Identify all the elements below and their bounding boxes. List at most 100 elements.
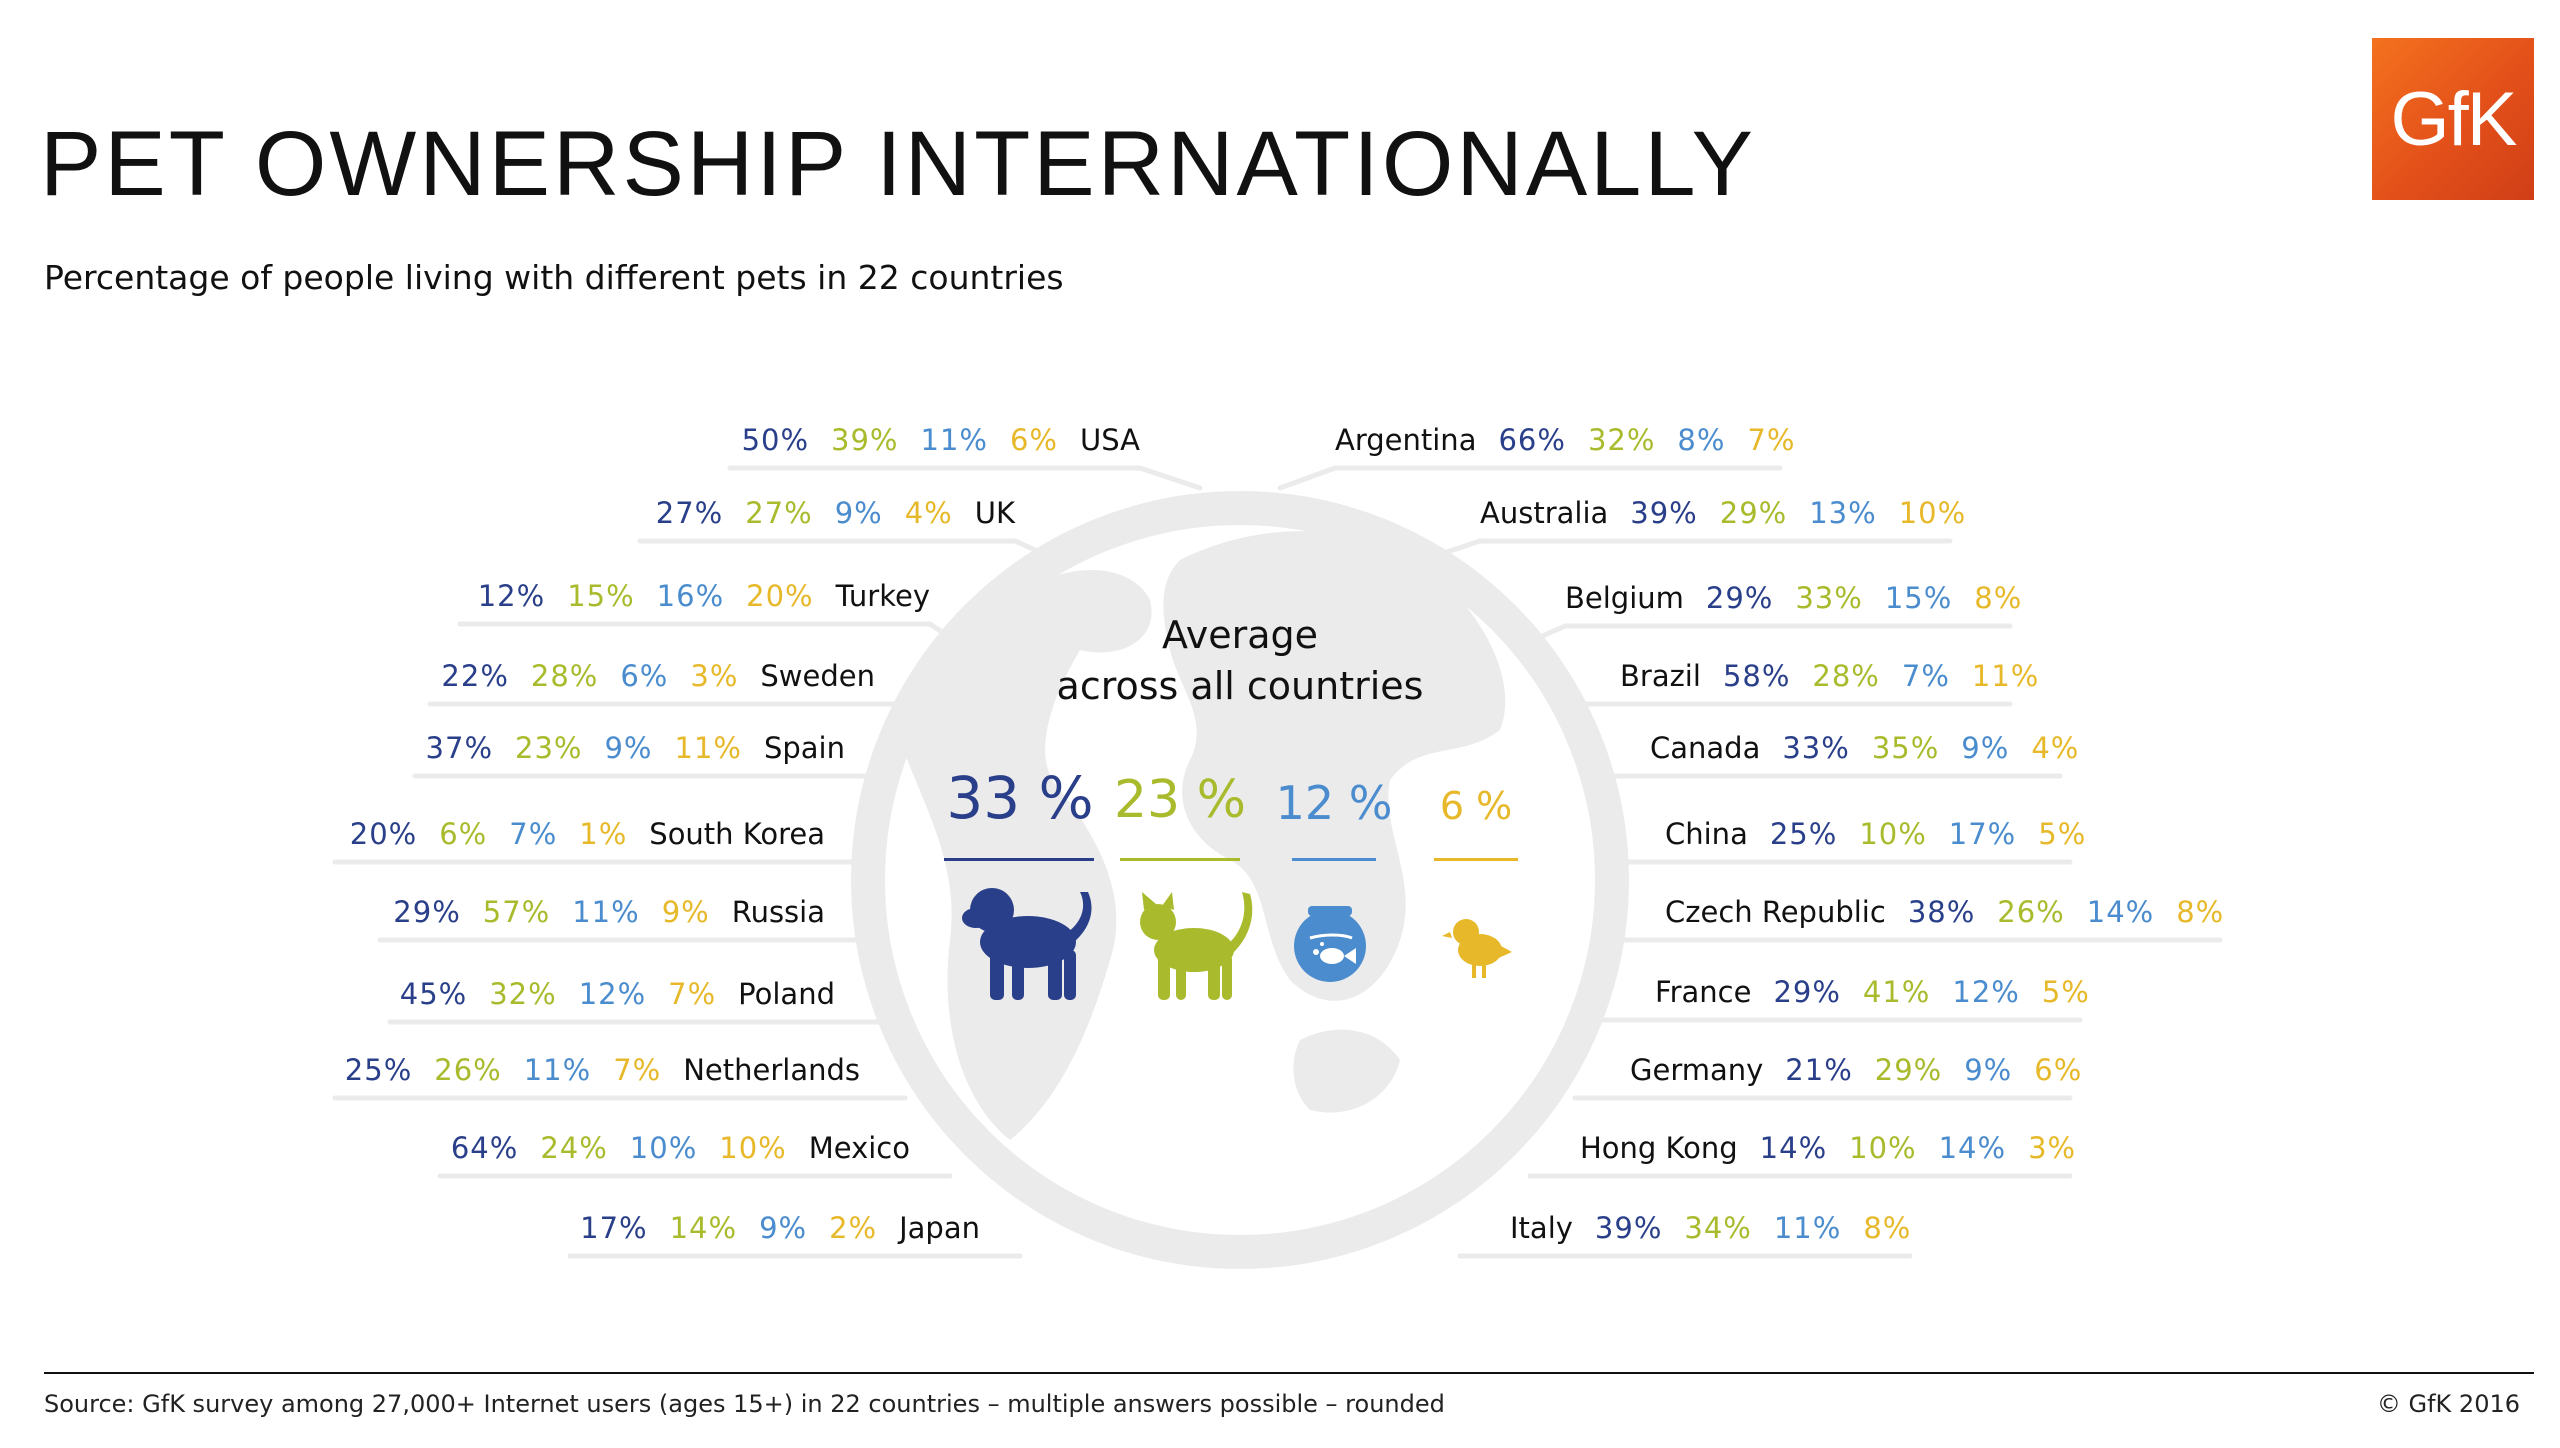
copyright: © GfK 2016 [2376,1390,2520,1418]
country-row-hong-kong: Hong Kong 14% 10% 14% 3% [1580,1128,2076,1168]
country-name: Germany [1630,1053,1764,1087]
average-fish-value: 12 % [1275,776,1393,830]
country-row-south-korea: 20% 6% 7% 1% South Korea [350,814,825,854]
country-name: Canada [1650,731,1761,765]
dog-percentage: 25% [1769,817,1838,851]
connector-uk [1012,538,1063,564]
country-row-russia: 29% 57% 11% 9% Russia [393,892,825,932]
country-name: Belgium [1565,581,1684,615]
country-name: Spain [763,731,845,765]
fish-percentage: 11% [523,1053,592,1087]
connector-australia [1417,538,1483,564]
dog-percentage: 17% [580,1211,648,1245]
cat-percentage: 26% [434,1053,502,1087]
country-name: Czech Republic [1665,895,1886,929]
bird-percentage: 4% [904,496,953,530]
country-connector-lines [332,465,2223,1259]
average-fish-underline [1292,858,1376,861]
country-row-italy: Italy 39% 34% 11% 8% [1510,1208,1911,1248]
dog-percentage: 38% [1907,895,1976,929]
dog-percentage: 29% [1773,975,1841,1009]
cat-percentage: 14% [669,1211,738,1245]
source-note: Source: GfK survey among 27,000+ Interne… [44,1390,1445,1418]
fishbowl-icon [1294,906,1366,982]
fish-percentage: 6% [620,659,669,693]
dog-percentage: 27% [655,496,724,530]
dog-percentage: 29% [1705,581,1774,615]
connector-turkey [927,621,963,647]
fish-percentage: 11% [1773,1211,1842,1245]
bird-percentage: 7% [613,1053,662,1087]
cat-percentage: 26% [1997,895,2065,929]
country-row-usa: 50% 39% 11% 6% USA [742,420,1140,460]
dog-percentage: 25% [344,1053,413,1087]
cat-percentage: 10% [1859,817,1927,851]
bird-icon [1442,919,1512,978]
connector-argentina [1277,465,1338,491]
bird-percentage: 6% [1009,423,1058,457]
country-row-france: France 29% 41% 12% 5% [1655,972,2090,1012]
fish-percentage: 10% [629,1131,698,1165]
country-name: Russia [731,895,825,929]
dog-percentage: 39% [1630,496,1698,530]
cat-percentage: 6% [439,817,488,851]
fish-percentage: 14% [1938,1131,2007,1165]
average-dog-value: 33 % [946,764,1094,832]
cat-percentage: 15% [567,579,635,613]
average-title: Average across all countries [1030,610,1450,713]
fish-percentage: 11% [572,895,640,929]
globe-background [851,491,1629,1269]
dog-percentage: 12% [477,579,546,613]
average-dog-underline [944,858,1094,861]
country-name: Sweden [760,659,875,693]
connector-usa [1137,465,1203,491]
cat-percentage: 23% [515,731,583,765]
dog-percentage: 39% [1594,1211,1663,1245]
country-row-argentina: Argentina 66% 32% 8% 7% [1335,420,1795,460]
cat-percentage: 32% [489,977,557,1011]
dog-icon [962,888,1092,1000]
bird-percentage: 5% [2041,975,2090,1009]
average-cat-value: 23 % [1113,770,1247,830]
dog-percentage: 21% [1785,1053,1853,1087]
page-subtitle: Percentage of people living with differe… [44,258,1064,297]
country-row-australia: Australia 39% 29% 13% 10% [1480,493,1966,533]
country-name: Turkey [835,579,930,613]
footer-divider [44,1372,2534,1374]
cat-percentage: 33% [1795,581,1863,615]
dog-percentage: 50% [741,423,810,457]
average-bird-underline [1434,858,1518,861]
country-row-china: China 25% 10% 17% 5% [1665,814,2086,854]
country-row-uk: 27% 27% 9% 4% UK [656,493,1015,533]
bird-percentage: 4% [2031,731,2080,765]
country-name: Australia [1480,496,1609,530]
cat-percentage: 57% [482,895,551,929]
fish-percentage: 12% [1952,975,2020,1009]
cat-percentage: 28% [530,659,599,693]
fish-percentage: 14% [2086,895,2155,929]
country-row-brazil: Brazil 58% 28% 7% 11% [1620,656,2039,696]
country-name: Japan [899,1211,980,1245]
bird-percentage: 10% [719,1131,787,1165]
country-name: Mexico [808,1131,910,1165]
country-row-poland: 45% 32% 12% 7% Poland [400,974,835,1014]
connector-belgium [1517,623,1568,649]
country-name: Poland [738,977,835,1011]
bird-percentage: 3% [2028,1131,2077,1165]
average-bird-value: 6 % [1439,784,1513,828]
country-row-turkey: 12% 15% 16% 20% Turkey [478,576,930,616]
cat-percentage: 28% [1812,659,1880,693]
dog-percentage: 33% [1782,731,1850,765]
country-row-mexico: 64% 24% 10% 10% Mexico [451,1128,910,1168]
cat-percentage: 41% [1862,975,1931,1009]
country-name: France [1655,975,1752,1009]
country-name: Argentina [1335,423,1477,457]
dog-percentage: 37% [425,731,494,765]
fish-percentage: 12% [578,977,647,1011]
cat-percentage: 10% [1849,1131,1917,1165]
country-row-germany: Germany 21% 29% 9% 6% [1630,1050,2082,1090]
country-row-belgium: Belgium 29% 33% 15% 8% [1565,578,2022,618]
fish-percentage: 9% [834,496,883,530]
country-row-spain: 37% 23% 9% 11% Spain [426,728,845,768]
